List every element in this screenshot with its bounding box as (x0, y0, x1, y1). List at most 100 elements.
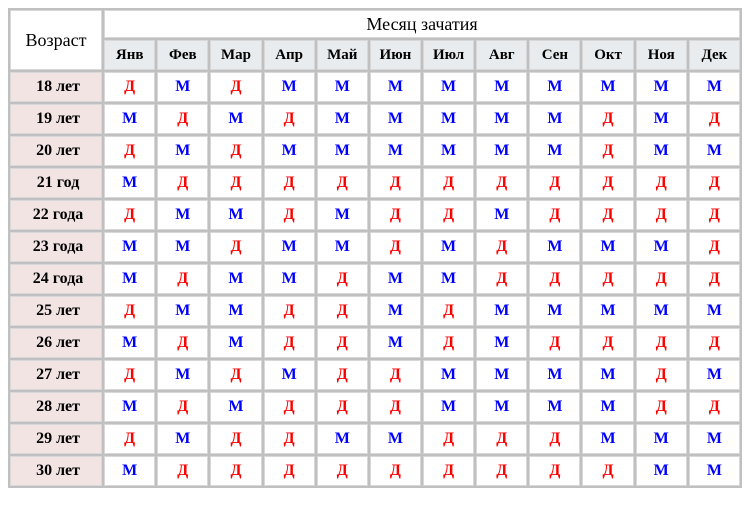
value-cell: Д (476, 168, 527, 198)
value-cell: М (423, 264, 474, 294)
value-cell: Д (210, 232, 261, 262)
value-cell: М (423, 72, 474, 102)
value-cell: М (529, 360, 580, 390)
value-cell: М (423, 232, 474, 262)
month-col-header: Ноя (636, 40, 687, 70)
month-col-header: Апр (264, 40, 315, 70)
header-row-months: ЯнвФевМарАпрМайИюнИюлАвгСенОктНояДек (10, 40, 740, 70)
value-cell: Д (317, 168, 368, 198)
value-cell: М (317, 136, 368, 166)
value-cell: Д (529, 200, 580, 230)
value-cell: М (264, 136, 315, 166)
value-cell: М (636, 424, 687, 454)
value-cell: М (636, 104, 687, 134)
value-cell: Д (423, 296, 474, 326)
value-cell: Д (157, 104, 208, 134)
value-cell: М (370, 72, 421, 102)
value-cell: М (210, 296, 261, 326)
age-cell: 29 лет (10, 424, 102, 454)
value-cell: М (529, 72, 580, 102)
header-row-1: Возраст Месяц зачатия (10, 10, 740, 38)
value-cell: М (157, 232, 208, 262)
month-col-header: Авг (476, 40, 527, 70)
value-cell: М (104, 456, 155, 486)
value-cell: Д (264, 104, 315, 134)
value-cell: Д (476, 232, 527, 262)
value-cell: М (104, 168, 155, 198)
value-cell: М (423, 104, 474, 134)
table-row: 19 летМДМДМММММДМД (10, 104, 740, 134)
value-cell: Д (689, 232, 740, 262)
value-cell: М (689, 136, 740, 166)
value-cell: Д (104, 136, 155, 166)
value-cell: М (423, 392, 474, 422)
table-row: 29 летДМДДММДДДМММ (10, 424, 740, 454)
table-body: 18 летДМДМММММММММ19 летМДМДМММММДМД20 л… (10, 72, 740, 486)
value-cell: Д (689, 200, 740, 230)
value-cell: М (423, 136, 474, 166)
table-row: 24 годаМДММДММДДДДД (10, 264, 740, 294)
month-col-header: Май (317, 40, 368, 70)
table-row: 25 летДММДДМДМММММ (10, 296, 740, 326)
age-cell: 19 лет (10, 104, 102, 134)
value-cell: М (104, 232, 155, 262)
value-cell: Д (636, 392, 687, 422)
value-cell: М (423, 360, 474, 390)
value-cell: М (104, 104, 155, 134)
value-cell: М (476, 392, 527, 422)
value-cell: Д (370, 232, 421, 262)
value-cell: Д (317, 392, 368, 422)
age-cell: 23 года (10, 232, 102, 262)
value-cell: Д (264, 168, 315, 198)
value-cell: М (370, 104, 421, 134)
value-cell: М (476, 72, 527, 102)
age-cell: 22 года (10, 200, 102, 230)
value-cell: М (264, 232, 315, 262)
table-row: 30 летМДДДДДДДДДММ (10, 456, 740, 486)
value-cell: Д (210, 168, 261, 198)
value-cell: М (689, 296, 740, 326)
month-col-header: Июл (423, 40, 474, 70)
value-cell: Д (370, 360, 421, 390)
age-cell: 21 год (10, 168, 102, 198)
value-cell: М (264, 264, 315, 294)
value-cell: Д (476, 456, 527, 486)
month-col-header: Окт (582, 40, 633, 70)
value-cell: Д (210, 136, 261, 166)
value-cell: Д (157, 456, 208, 486)
value-cell: М (636, 232, 687, 262)
value-cell: Д (157, 168, 208, 198)
value-cell: Д (582, 104, 633, 134)
value-cell: М (582, 392, 633, 422)
value-cell: Д (636, 360, 687, 390)
value-cell: М (317, 232, 368, 262)
age-cell: 25 лет (10, 296, 102, 326)
value-cell: Д (104, 424, 155, 454)
age-cell: 27 лет (10, 360, 102, 390)
value-cell: Д (317, 360, 368, 390)
age-header: Возраст (10, 10, 102, 70)
value-cell: Д (529, 168, 580, 198)
value-cell: Д (689, 264, 740, 294)
value-cell: Д (264, 328, 315, 358)
value-cell: М (264, 360, 315, 390)
value-cell: Д (157, 328, 208, 358)
value-cell: Д (423, 328, 474, 358)
value-cell: М (317, 104, 368, 134)
month-col-header: Июн (370, 40, 421, 70)
value-cell: Д (210, 456, 261, 486)
table-row: 20 летДМДММММММДММ (10, 136, 740, 166)
value-cell: М (210, 328, 261, 358)
table-row: 18 летДМДМММММММММ (10, 72, 740, 102)
value-cell: М (157, 424, 208, 454)
month-col-header: Мар (210, 40, 261, 70)
value-cell: Д (157, 264, 208, 294)
value-cell: Д (529, 264, 580, 294)
value-cell: М (210, 104, 261, 134)
value-cell: Д (689, 328, 740, 358)
value-cell: М (104, 264, 155, 294)
value-cell: М (157, 360, 208, 390)
value-cell: Д (423, 456, 474, 486)
month-col-header: Янв (104, 40, 155, 70)
value-cell: М (476, 296, 527, 326)
